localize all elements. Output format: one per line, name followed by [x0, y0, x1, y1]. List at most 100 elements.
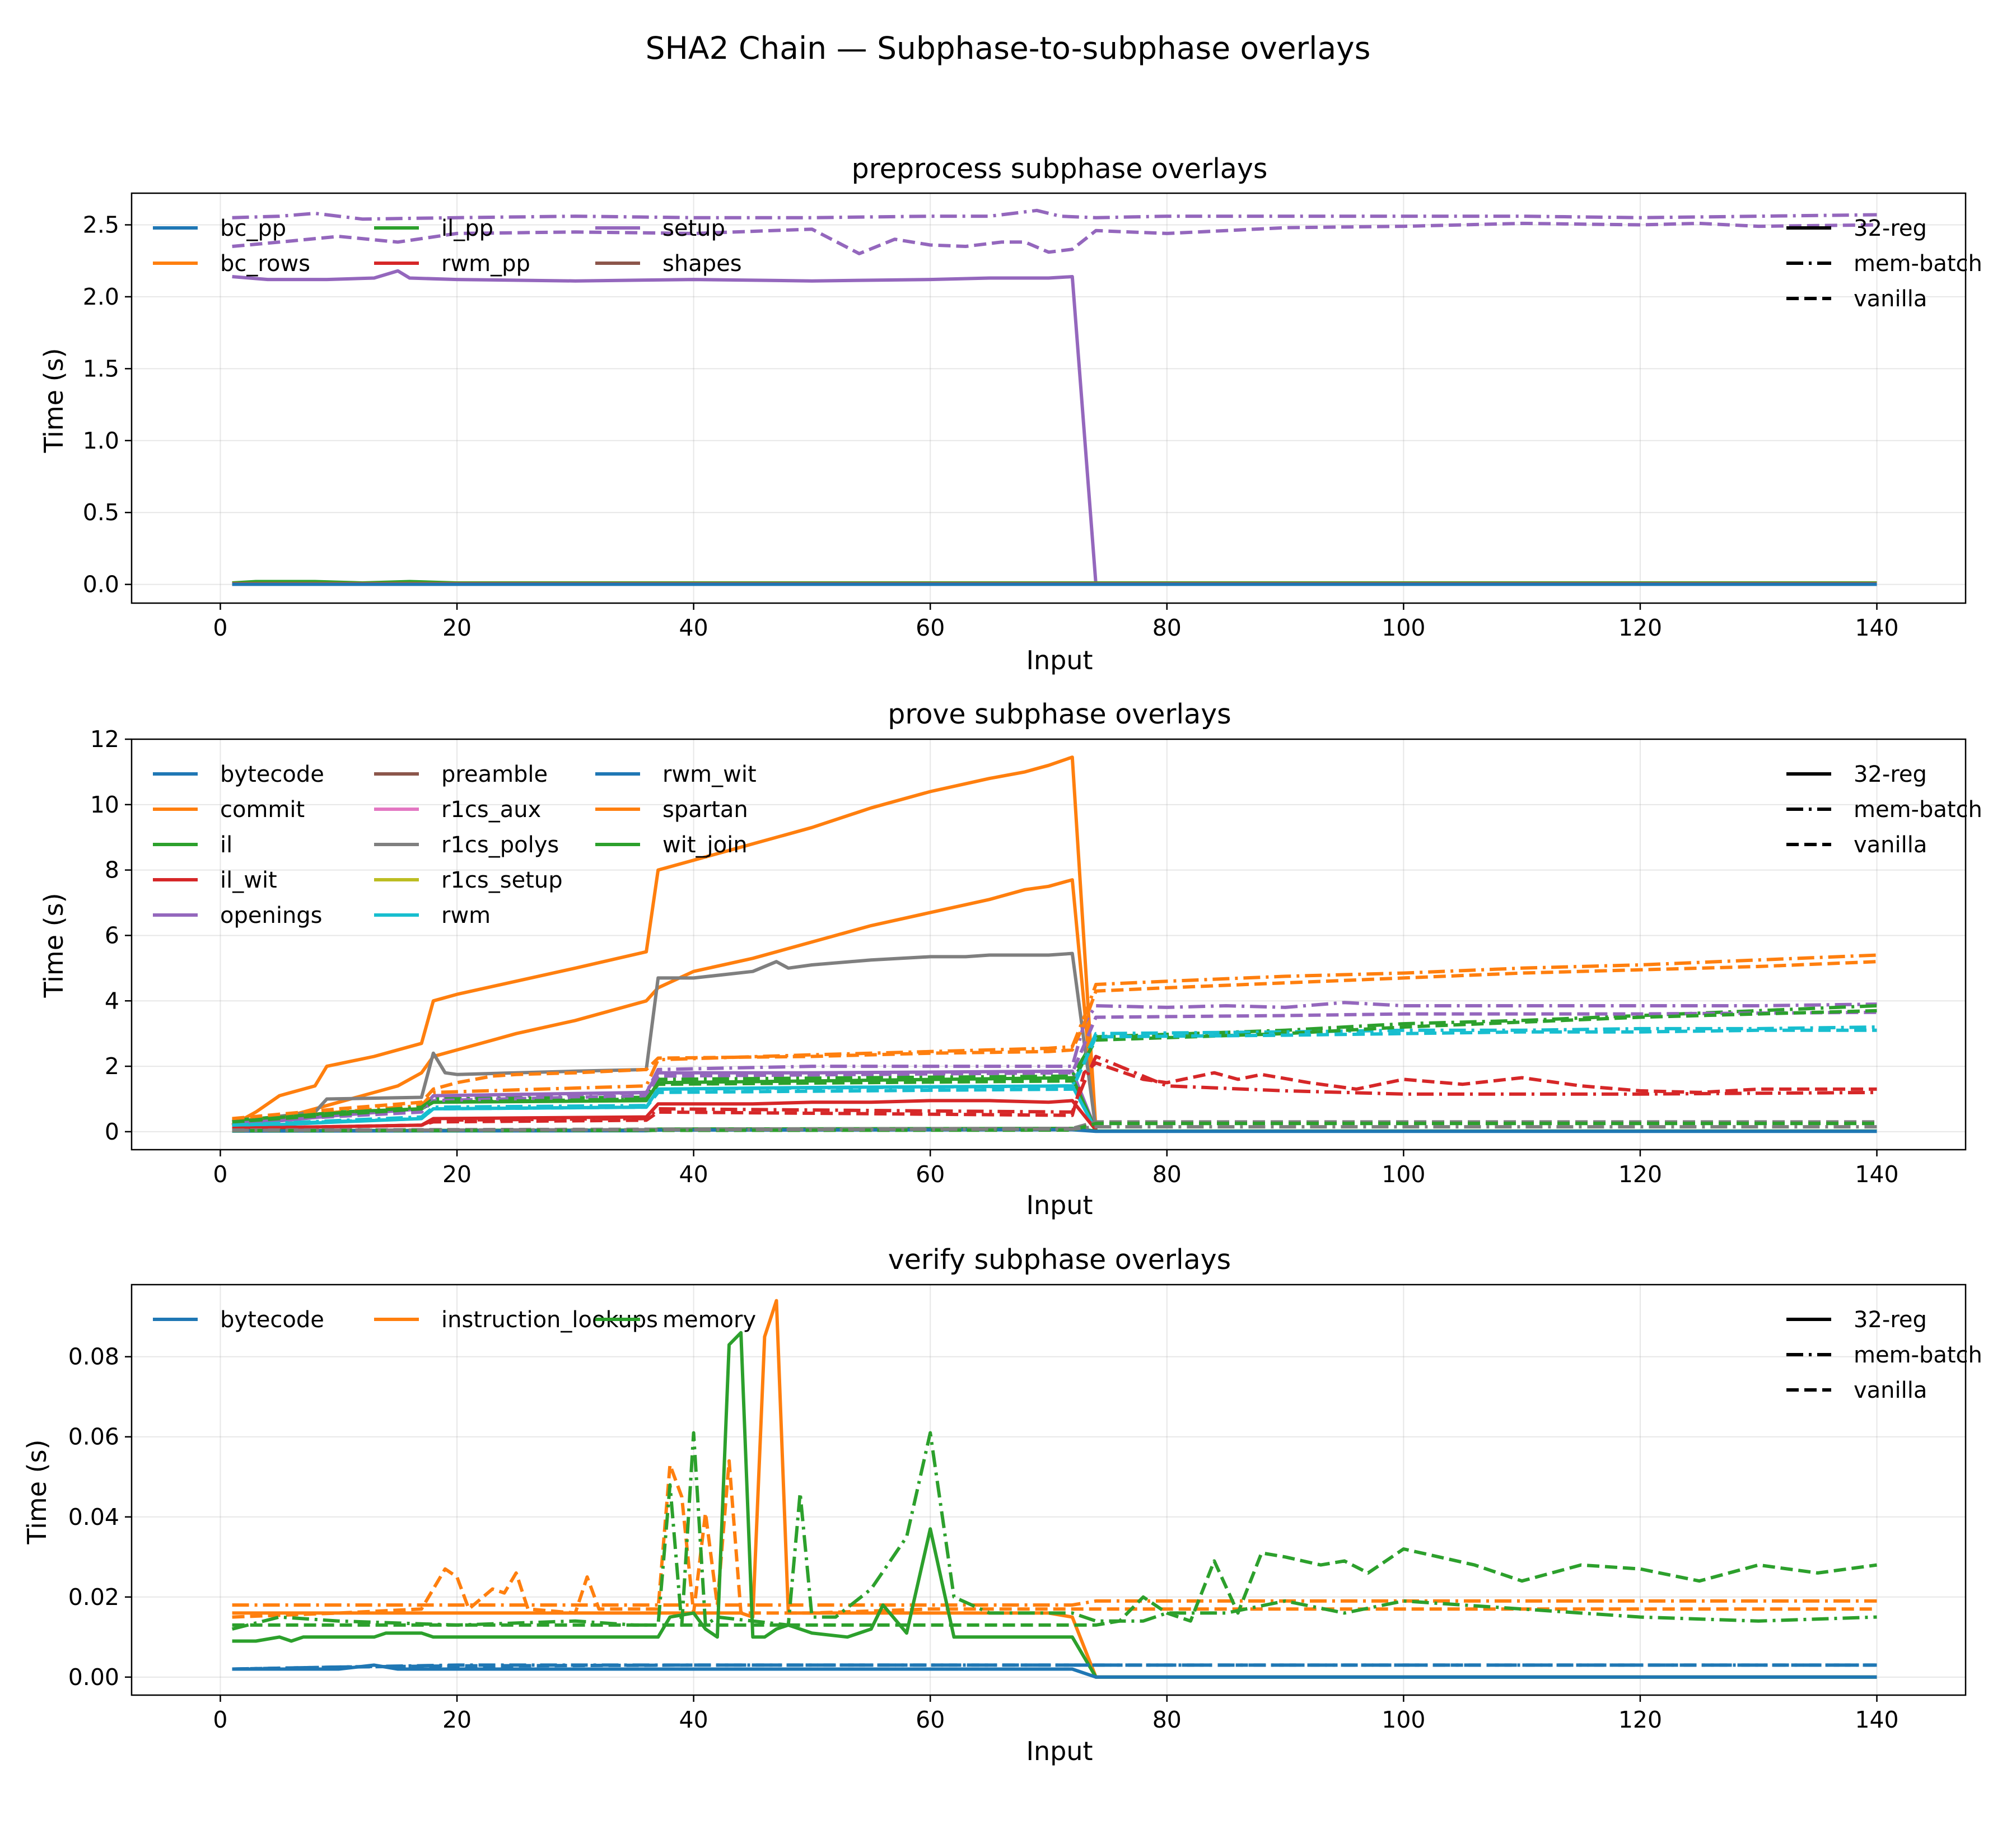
style-legend: 32-reg mem-batch vanilla — [1786, 1307, 1982, 1403]
panel-prove: prove subphase overlays Input Time (s) 0… — [39, 698, 1982, 1220]
y-tick-label: 0.08 — [68, 1343, 119, 1370]
series-line-bytecode-32-reg — [232, 1663, 1877, 1679]
y-tick-label: 0.02 — [68, 1584, 119, 1611]
legend-entry-memory: memory — [595, 1307, 756, 1333]
axes-frame — [130, 192, 1967, 604]
axes-frame — [130, 738, 1967, 1151]
legend-entry-il-wit: il_wit — [153, 867, 277, 893]
legend-entry-shapes: shapes — [595, 251, 742, 277]
legend-entry-bytecode: bytecode — [153, 762, 324, 787]
style-legend-entry-mem-batch: mem-batch — [1786, 797, 1982, 823]
legend-label: r1cs_aux — [441, 797, 541, 823]
y-axis-label: Time (s) — [39, 348, 69, 453]
style-legend-entry-mem-batch: mem-batch — [1786, 1342, 1982, 1368]
x-tick-label: 40 — [679, 1161, 708, 1188]
y-tick-label: 2.0 — [83, 283, 119, 310]
series-line-instruction-lookups-32-reg — [232, 1299, 1877, 1679]
legend-label: r1cs_setup — [441, 867, 563, 893]
y-tick-label: 0.04 — [68, 1504, 119, 1530]
legend-label: bytecode — [220, 1307, 324, 1333]
legend-label: spartan — [662, 797, 748, 823]
series-line-instruction-lookups-mem-batch — [232, 1599, 1877, 1607]
panel-preprocess: preprocess subphase overlays Input Time … — [39, 153, 1982, 675]
x-tick-label: 20 — [442, 614, 472, 641]
x-axis-label: Input — [1026, 1190, 1093, 1220]
legend-label: rwm — [441, 903, 491, 928]
series-line-instruction-lookups-vanilla — [232, 1459, 1877, 1619]
legend-entry-preamble: preamble — [374, 762, 548, 787]
series-line-wit-join-vanilla — [232, 1122, 1877, 1133]
series-line-setup-mem-batch — [232, 208, 1877, 221]
y-tick-label: 10 — [90, 791, 119, 818]
series-line-setup-32-reg — [232, 269, 1098, 585]
x-tick-label: 40 — [679, 614, 708, 641]
x-axis-label: Input — [1026, 645, 1093, 675]
y-tick-label: 0 — [105, 1118, 119, 1145]
x-tick-label: 100 — [1382, 1706, 1425, 1733]
legend-label: rwm_pp — [441, 251, 530, 277]
legend-entry-il: il — [153, 832, 232, 858]
legend-label: setup — [662, 216, 725, 241]
grid — [132, 193, 1966, 603]
legend-entry-rwm-pp: rwm_pp — [374, 251, 530, 277]
legend-label: il_pp — [441, 216, 493, 241]
style-legend-label: vanilla — [1854, 286, 1927, 312]
legend-label: shapes — [662, 251, 742, 277]
x-tick-label: 80 — [1152, 614, 1182, 641]
x-tick-label: 140 — [1855, 1161, 1898, 1188]
panel-verify: verify subphase overlays Input Time (s) … — [22, 1244, 1982, 1766]
x-tick-label: 100 — [1382, 1161, 1425, 1188]
y-tick-label: 2.5 — [83, 212, 119, 239]
legend-entry-r1cs-setup: r1cs_setup — [374, 867, 563, 893]
y-tick-label: 6 — [105, 922, 119, 949]
series-line-rwm-mem-batch — [232, 1025, 1877, 1127]
x-tick-label: 60 — [916, 614, 945, 641]
x-tick-label: 120 — [1618, 1161, 1662, 1188]
y-tick-label: 0.06 — [68, 1424, 119, 1450]
x-tick-label: 80 — [1152, 1706, 1182, 1733]
x-tick-label: 100 — [1382, 614, 1425, 641]
x-tick-label: 120 — [1618, 614, 1662, 641]
legend-label: commit — [220, 797, 305, 823]
x-tick-label: 80 — [1152, 1161, 1182, 1188]
y-tick-label: 8 — [105, 857, 119, 884]
y-tick-label: 0.00 — [68, 1664, 119, 1691]
x-tick-label: 140 — [1855, 614, 1898, 641]
legend-entry-bc-pp: bc_pp — [153, 216, 286, 241]
x-tick-label: 0 — [213, 1706, 227, 1733]
figure-suptitle: SHA2 Chain — Subphase-to-subphase overla… — [646, 30, 1371, 66]
style-legend-label: 32-reg — [1854, 1307, 1927, 1333]
legend-entry-wit-join: wit_join — [595, 832, 748, 858]
x-tick-label: 120 — [1618, 1706, 1662, 1733]
x-tick-label: 20 — [442, 1706, 472, 1733]
style-legend-label: vanilla — [1854, 1378, 1927, 1403]
series-line-commit-mem-batch — [232, 953, 1877, 1124]
legend-label: openings — [220, 903, 323, 928]
x-tick-label: 40 — [679, 1706, 708, 1733]
x-tick-label: 60 — [916, 1706, 945, 1733]
series-legend: bc_pp bc_rows il_pp rwm_pp setup shapes — [153, 216, 742, 277]
axes-frame — [130, 1284, 1967, 1696]
style-legend-entry-vanilla: vanilla — [1786, 1378, 1927, 1403]
style-legend-label: mem-batch — [1854, 797, 1982, 823]
series-line-memory-vanilla — [232, 1547, 1877, 1627]
style-legend-entry-32-reg: 32-reg — [1786, 762, 1927, 787]
legend-entry-openings: openings — [153, 903, 323, 928]
series-line-commit-vanilla — [232, 960, 1877, 1121]
style-legend: 32-reg mem-batch vanilla — [1786, 216, 1982, 312]
style-legend-entry-mem-batch: mem-batch — [1786, 251, 1982, 277]
series-line-il-wit-mem-batch — [232, 1054, 1877, 1130]
series-line-r1cs-polys-32-reg — [232, 951, 1098, 1131]
style-legend-label: 32-reg — [1854, 216, 1927, 241]
style-legend-entry-32-reg: 32-reg — [1786, 216, 1927, 241]
legend-label: memory — [662, 1307, 756, 1333]
legend-label: bc_rows — [220, 251, 310, 277]
style-legend: 32-reg mem-batch vanilla — [1786, 762, 1982, 858]
style-legend-entry-32-reg: 32-reg — [1786, 1307, 1927, 1333]
grid — [132, 1285, 1966, 1695]
series-legend: bytecode commit il il_wit openings preamble r1… — [153, 762, 757, 928]
y-tick-label: 1.0 — [83, 427, 119, 454]
x-tick-label: 20 — [442, 1161, 472, 1188]
y-axis-label: Time (s) — [39, 893, 69, 998]
